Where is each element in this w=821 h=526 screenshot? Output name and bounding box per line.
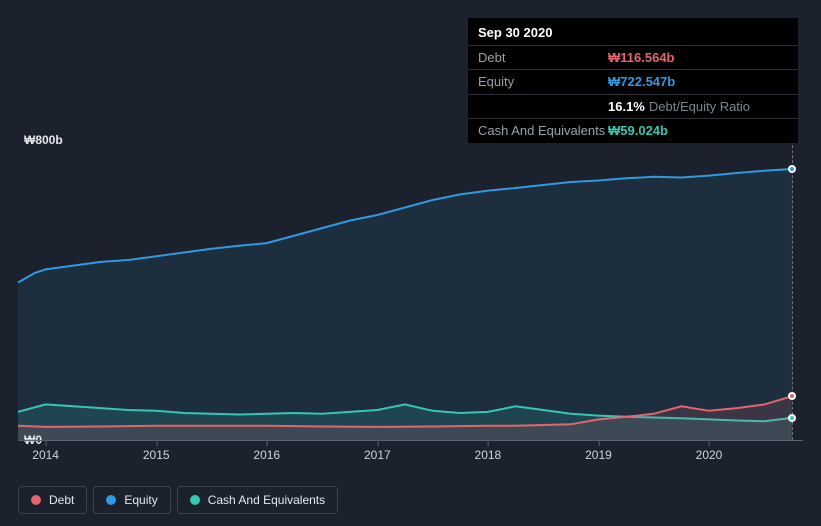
tooltip-label [478,99,608,115]
y-axis-label: ₩800b [24,133,63,147]
hover-marker [788,392,796,400]
legend-label: Cash And Equivalents [208,493,325,507]
tooltip-value: ₩722.547b [608,74,675,90]
legend-swatch [31,495,41,505]
legend-item[interactable]: Equity [93,486,170,514]
legend-swatch [190,495,200,505]
legend-item[interactable]: Cash And Equivalents [177,486,338,514]
chart-svg [18,140,803,440]
tooltip-row: Cash And Equivalents₩59.024b [468,118,798,143]
x-axis: 2014 2015 2016 2017 2018 2019 2020 [18,448,803,468]
x-axis-label: 2020 [696,448,723,462]
legend-label: Equity [124,493,157,507]
tooltip-value: 16.1%Debt/Equity Ratio [608,99,750,115]
hover-marker [788,165,796,173]
x-axis-label: 2015 [143,448,170,462]
legend-label: Debt [49,493,74,507]
x-axis-label: 2019 [585,448,612,462]
legend-swatch [106,495,116,505]
tooltip-date: Sep 30 2020 [468,18,798,45]
legend-item[interactable]: Debt [18,486,87,514]
plot-area[interactable] [18,140,803,440]
tooltip-row: 16.1%Debt/Equity Ratio [468,94,798,119]
tooltip-value: ₩59.024b [608,123,668,139]
baseline [18,440,803,441]
tooltip-value: ₩116.564b [608,50,675,66]
tooltip-label: Equity [478,74,608,90]
tooltip-label: Cash And Equivalents [478,123,608,139]
legend: Debt Equity Cash And Equivalents [18,486,338,514]
x-axis-label: 2017 [364,448,391,462]
tooltip-row: Debt₩116.564b [468,45,798,70]
x-axis-label: 2014 [32,448,59,462]
x-axis-label: 2018 [475,448,502,462]
chart-tooltip: Sep 30 2020 Debt₩116.564bEquity₩722.547b… [468,18,798,143]
tooltip-label: Debt [478,50,608,66]
tooltip-row: Equity₩722.547b [468,69,798,94]
x-axis-label: 2016 [253,448,280,462]
hover-marker [788,414,796,422]
debt-equity-chart: ₩800b₩0 2014201520162017201820192020 Sep… [0,0,821,526]
